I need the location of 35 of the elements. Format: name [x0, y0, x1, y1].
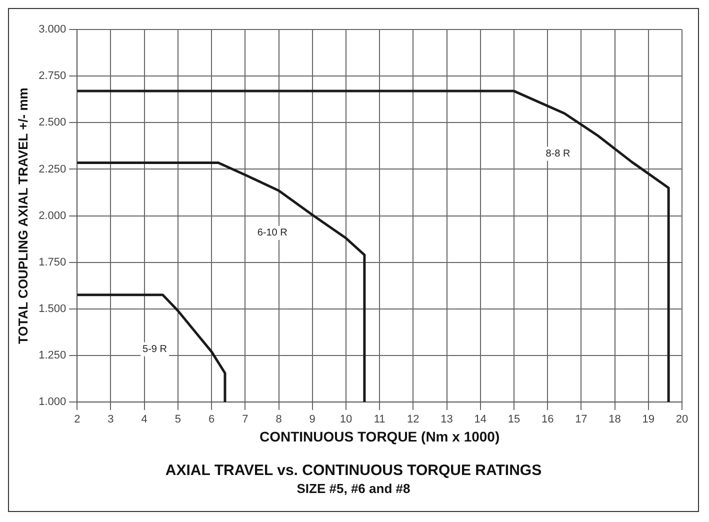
text: SIZE #5, #6 and #8: [296, 481, 412, 496]
y-tick-label: 1.750: [38, 256, 66, 268]
x-tick-label: 8: [276, 414, 282, 426]
y-tick-label: 2.000: [38, 210, 66, 222]
y-tick-label: 1.000: [38, 396, 66, 408]
x-tick-label: 2: [74, 414, 80, 426]
x-tick-label: 15: [508, 414, 520, 426]
text: 8-8 R: [546, 148, 570, 160]
text: 6-10 R: [257, 228, 288, 239]
x-tick-label: 3: [108, 414, 114, 426]
x-tick-label: 7: [242, 414, 248, 426]
x-tick-label: 11: [374, 414, 386, 426]
y-tick-label: 1.250: [38, 349, 66, 362]
x-tick-label: 18: [608, 414, 621, 426]
y-tick-label: 2.250: [38, 163, 66, 176]
x-tick-label: 14: [474, 414, 486, 426]
x-tick-label: 5: [174, 414, 181, 426]
x-tick-label: 4: [141, 414, 148, 426]
x-tick-label: 17: [575, 414, 588, 426]
y-tick-label: 1.500: [38, 302, 66, 315]
text: 5-9 R: [142, 344, 167, 355]
y-tick-label: 2.750: [38, 70, 66, 82]
x-tick-label: 12: [407, 414, 420, 426]
y-tick-label: 3.000: [38, 24, 66, 36]
x-tick-label: 10: [340, 414, 352, 426]
x-tick-label: 16: [541, 414, 554, 426]
y-axis-title: TOTAL COUPLING AXIAL TRAVEL +/- mm: [15, 88, 30, 344]
x-tick-label: 9: [309, 414, 316, 426]
x-tick-label: 13: [440, 414, 453, 426]
x-tick-label: 19: [642, 414, 655, 426]
y-tick-label: 2.500: [38, 116, 66, 129]
text: AXIAL TRAVEL vs. CONTINUOUS TORQUE RATINGS: [164, 462, 543, 479]
x-tick-label: 6: [208, 414, 215, 426]
x-axis-title: CONTINUOUS TORQUE (Nm x 1000): [260, 428, 500, 444]
x-tick-label: 20: [676, 414, 688, 426]
